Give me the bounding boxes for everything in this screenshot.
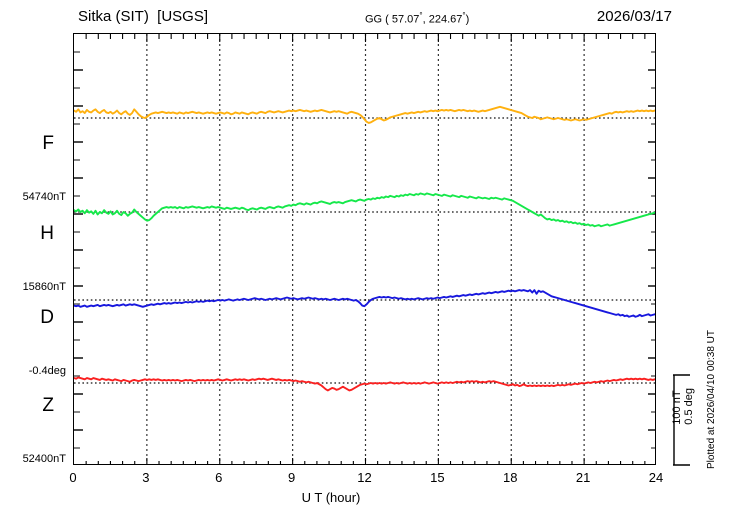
coords-lat: GG ( 57.07 (365, 13, 420, 26)
component-label-f: F 54740nT (2, 98, 66, 240)
component-letter-z: Z (42, 395, 54, 416)
x-axis-title-text: U T (hour) (301, 490, 361, 505)
component-baseline-h: 15860nT (22, 281, 66, 293)
component-baseline-d: -0.4deg (28, 365, 66, 377)
x-tick-label-15: 15 (430, 470, 445, 485)
x-tick-label-3: 3 (142, 470, 150, 485)
x-tick-label-6: 6 (215, 470, 223, 485)
degree-symbol-lon: ° (462, 11, 466, 20)
component-letter-f: F (42, 133, 54, 154)
station-title: Sitka (SIT) [USGS] (78, 8, 209, 25)
x-tick-label-24: 24 (648, 470, 664, 485)
component-letter-d: D (40, 307, 54, 328)
magnetogram-plot-area (73, 33, 656, 465)
scale-bar-label: 100 nT 0.5 deg (671, 388, 695, 425)
component-baseline-f: 54740nT (22, 191, 66, 203)
x-tick-label-9: 9 (288, 470, 296, 485)
x-tick-label-0: 0 (69, 470, 77, 485)
degree-symbol-lat: ° (419, 11, 423, 20)
coords-lon: , 224.67 (422, 13, 463, 26)
observation-date: 2026/03/17 (596, 8, 672, 25)
component-label-z: Z 52400nT (2, 360, 66, 502)
scale-value-deg: 0.5 deg (683, 388, 695, 425)
magnetogram-traces (74, 34, 655, 464)
x-tick-label-21: 21 (575, 470, 591, 485)
plotted-timestamp: Plotted at 2026/04/10 00:38 UT (706, 330, 717, 469)
x-tick-label-18: 18 (503, 470, 518, 485)
scale-bar (673, 374, 690, 466)
scale-value-nt: 100 nT (671, 390, 683, 425)
component-letter-h: H (40, 223, 54, 244)
x-tick-label-12: 12 (357, 470, 372, 485)
component-label-h: H 15860nT (2, 188, 66, 330)
component-label-d: D -0.4deg (2, 272, 66, 414)
component-baseline-z: 52400nT (22, 453, 66, 465)
geographic-coordinates: GG ( 57.07°, 224.67°) (365, 11, 469, 26)
x-axis-title: U T (hour) (0, 490, 730, 505)
coords-close: ) (465, 13, 470, 26)
